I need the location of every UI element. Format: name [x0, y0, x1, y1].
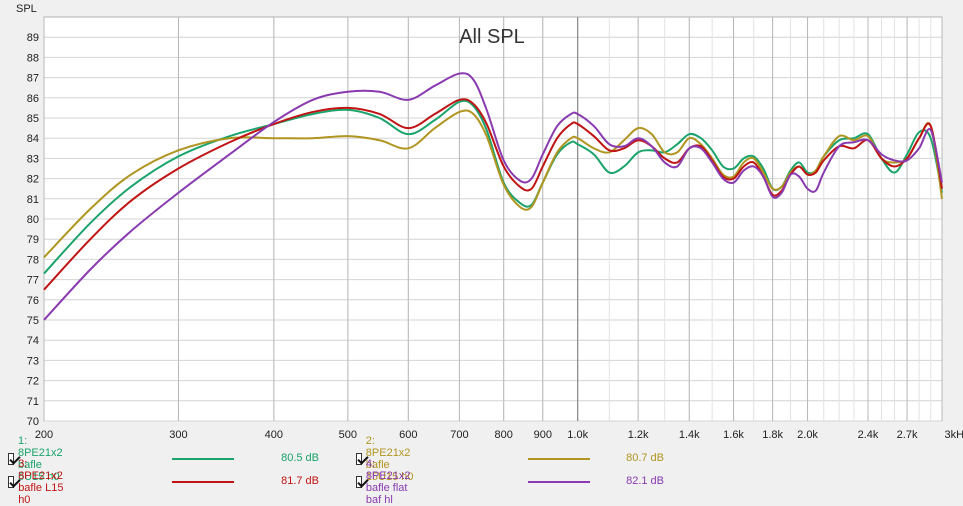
y-tick-label: 71: [27, 396, 39, 408]
y-tick-label: 70: [27, 416, 39, 428]
y-tick-label: 77: [27, 275, 39, 287]
series-3-legend-swatch: [172, 481, 234, 483]
series-4-value: 82.1 dB: [626, 475, 664, 487]
series-3-label: 3: 8PE21x2 bafle L15 h0: [18, 458, 64, 506]
series-4-legend-swatch: [528, 481, 590, 483]
x-tick-label: 1.8k: [762, 429, 783, 441]
x-tick-label: 400: [265, 429, 283, 441]
legend-item-series-1[interactable]: 1: 8PE21x2 bafle 5U15 h0: [8, 435, 69, 483]
x-tick-label: 3kHz: [944, 429, 963, 441]
y-tick-label: 81: [27, 194, 39, 206]
y-tick-labels: 70 71 72 73 74 75 76 77 78 79 80 81 82 83 84 85 86 87 88 89: [27, 32, 39, 428]
y-tick-label: 83: [27, 153, 39, 165]
x-tick-label: 700: [450, 429, 468, 441]
series-2-legend-swatch: [528, 458, 590, 460]
x-tick-label: 300: [169, 429, 187, 441]
y-tick-label: 72: [27, 376, 39, 388]
y-tick-label: 78: [27, 254, 39, 266]
series-3-value: 81.7 dB: [281, 475, 319, 487]
series-4-label: 4: 8PE21x2 bafle flat baf hl: [365, 458, 411, 506]
y-tick-label: 75: [27, 315, 39, 327]
y-tick-label: 85: [27, 113, 39, 125]
series-lines: [43, 72, 943, 321]
series-1-value: 80.5 dB: [281, 452, 319, 464]
y-tick-label: 82: [27, 174, 39, 186]
series-4-line: [43, 72, 943, 321]
y-axis-label: SPL: [16, 3, 37, 15]
y-tick-label: 73: [27, 355, 39, 367]
series-1-legend-swatch: [172, 458, 234, 460]
grid-lines: [43, 17, 943, 422]
y-tick-label: 74: [27, 335, 39, 347]
y-tick-label: 88: [27, 52, 39, 64]
x-tick-label: 200: [35, 429, 53, 441]
series-2-label: 2: 8PE21x2 bafle 15U15 h0: [365, 435, 414, 483]
x-tick-label: 1.0k: [567, 429, 588, 441]
x-tick-label: 2.4k: [858, 429, 879, 441]
x-tick-label: 1.6k: [723, 429, 744, 441]
chart-title: All SPL: [459, 26, 525, 48]
x-tick-label: 2.7k: [897, 429, 918, 441]
legend-item-series-2[interactable]: 2: 8PE21x2 bafle 15U15 h0: [356, 435, 417, 483]
x-tick-label: 900: [534, 429, 552, 441]
x-tick-label: 800: [495, 429, 513, 441]
series-2-value: 80.7 dB: [626, 452, 664, 464]
y-tick-label: 76: [27, 295, 39, 307]
series-2-checkbox[interactable]: [356, 453, 362, 465]
y-tick-label: 89: [27, 32, 39, 44]
x-tick-label: 600: [399, 429, 417, 441]
series-1-checkbox[interactable]: [8, 453, 14, 465]
series-3-line: [43, 98, 943, 291]
x-tick-label: 2.0k: [797, 429, 818, 441]
legend-item-series-4[interactable]: 4: 8PE21x2 bafle flat baf hl: [356, 458, 417, 506]
spl-chart: 70 71 72 73 74 75 76 77 78 79 80 81 82 83 84 85 86 87 88 89…: [16, 3, 963, 441]
series-1-label: 1: 8PE21x2 bafle 5U15 h0: [17, 435, 63, 483]
series-2-line: [43, 109, 943, 259]
x-tick-label: 500: [339, 429, 357, 441]
x-tick-label: 1.4k: [679, 429, 700, 441]
y-tick-label: 80: [27, 214, 39, 226]
series-4-checkbox[interactable]: [356, 476, 362, 488]
series-3-checkbox[interactable]: [8, 476, 15, 488]
y-tick-label: 86: [27, 93, 39, 105]
y-tick-label: 87: [27, 73, 39, 85]
x-tick-label: 1.2k: [628, 429, 649, 441]
y-tick-label: 79: [27, 234, 39, 246]
y-tick-label: 84: [27, 133, 39, 145]
legend-item-series-3[interactable]: 3: 8PE21x2 bafle L15 h0: [8, 458, 69, 506]
x-tick-labels: 200 300 400 500 600 700 800 900 1.0k 1.2k 1.4k 1.6k…: [35, 429, 963, 441]
